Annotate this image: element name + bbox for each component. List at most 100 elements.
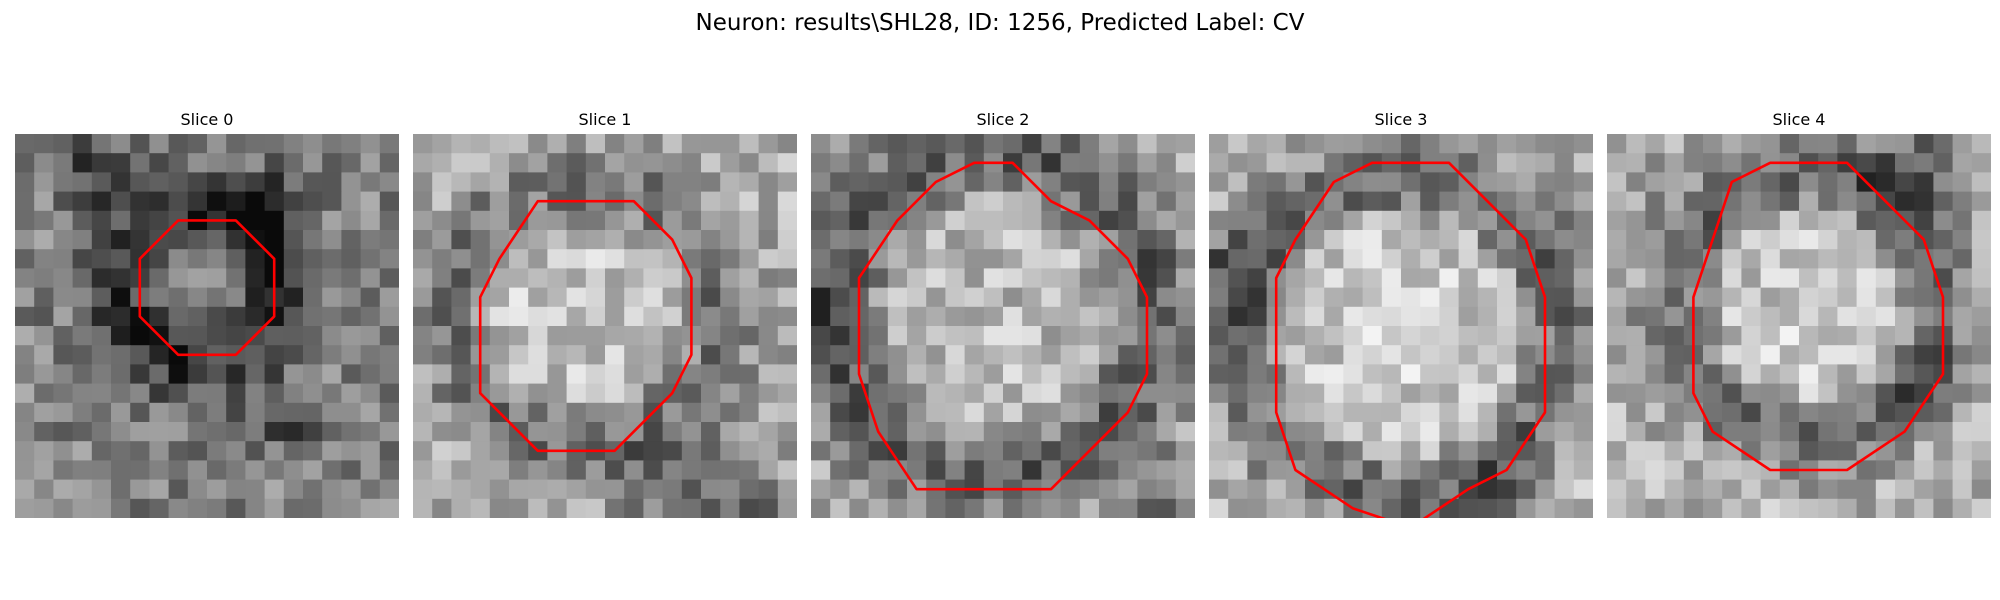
- pixel: [489, 345, 510, 365]
- slice-image-2: [811, 134, 1195, 518]
- pixel: [1554, 153, 1575, 173]
- pixel: [1779, 441, 1800, 461]
- pixel: [1818, 306, 1838, 327]
- pixel: [1247, 402, 1267, 423]
- pixel: [1683, 134, 1704, 154]
- pixel: [1266, 153, 1287, 173]
- pixel: [1607, 498, 1627, 518]
- pixel: [34, 306, 54, 327]
- pixel: [887, 306, 908, 327]
- pixel: [379, 134, 399, 154]
- pixel: [1439, 441, 1459, 461]
- pixel: [1458, 364, 1479, 384]
- pixel: [1247, 345, 1267, 365]
- pixel: [15, 191, 35, 212]
- pixel: [283, 230, 304, 250]
- pixel: [1099, 326, 1119, 346]
- pixel: [1228, 249, 1248, 269]
- pixel: [1664, 191, 1685, 212]
- pixel: [1022, 422, 1042, 442]
- slice-panel-4: Slice 4: [1607, 108, 1991, 518]
- pixel: [926, 210, 946, 231]
- pixel: [528, 153, 548, 173]
- pixel: [1079, 230, 1100, 250]
- pixel: [1497, 153, 1517, 173]
- pixel: [1079, 460, 1100, 480]
- pixel: [1497, 287, 1517, 308]
- pixel: [1664, 210, 1685, 231]
- pixel: [207, 460, 227, 480]
- pixel: [432, 230, 452, 250]
- pixel: [681, 383, 702, 404]
- pixel: [1818, 230, 1838, 250]
- pixel: [149, 134, 169, 154]
- pixel: [1381, 210, 1402, 231]
- pixel: [1760, 268, 1781, 288]
- pixel: [303, 306, 323, 327]
- pixel: [1760, 402, 1781, 423]
- pixel: [1914, 172, 1934, 192]
- pixel: [887, 441, 908, 461]
- pixel: [1535, 153, 1555, 173]
- pixel: [1837, 287, 1857, 308]
- pixel: [1722, 441, 1742, 461]
- pixel: [1477, 364, 1498, 384]
- pixel: [1573, 364, 1593, 384]
- pixel: [566, 422, 587, 442]
- pixel: [1895, 134, 1915, 154]
- pixel: [907, 172, 927, 192]
- pixel: [1741, 383, 1761, 404]
- pixel: [720, 249, 740, 269]
- pixel: [509, 134, 529, 154]
- pixel: [1722, 210, 1742, 231]
- pixel: [1722, 422, 1742, 442]
- pixel: [811, 498, 831, 518]
- pixel: [91, 460, 112, 480]
- pixel: [1285, 134, 1306, 154]
- pixel: [1343, 210, 1363, 231]
- pixel: [1099, 345, 1119, 365]
- pixel: [585, 134, 606, 154]
- pixel: [187, 153, 208, 173]
- pixel: [1799, 422, 1819, 442]
- pixel: [1247, 498, 1267, 518]
- pixel: [1952, 210, 1973, 231]
- pixel: [1799, 441, 1819, 461]
- pixel: [643, 383, 663, 404]
- pixel: [1856, 422, 1877, 442]
- pixel: [111, 364, 131, 384]
- pixel: [72, 479, 93, 500]
- pixel: [643, 249, 663, 269]
- pixel: [624, 210, 644, 231]
- pixel: [451, 210, 471, 231]
- pixel: [168, 326, 189, 346]
- pixel: [15, 249, 35, 269]
- pixel: [187, 383, 208, 404]
- pixel: [1209, 134, 1229, 154]
- pixel: [1760, 306, 1781, 327]
- pixel: [739, 402, 759, 423]
- pixel: [1516, 306, 1536, 327]
- pixel: [1760, 287, 1781, 308]
- pixel: [489, 383, 510, 404]
- pixel: [207, 383, 227, 404]
- pixel: [585, 230, 606, 250]
- pixel: [811, 345, 831, 365]
- pixel: [681, 460, 702, 480]
- pixel: [187, 422, 208, 442]
- pixel: [1683, 153, 1704, 173]
- pixel: [1818, 402, 1838, 423]
- pixel: [379, 345, 399, 365]
- pixel: [1837, 230, 1857, 250]
- pixel: [585, 345, 606, 365]
- pixel: [547, 345, 567, 365]
- pixel: [547, 134, 567, 154]
- pixel: [907, 134, 927, 154]
- pixel: [451, 191, 471, 212]
- pixel: [1497, 230, 1517, 250]
- pixel: [1003, 402, 1023, 423]
- pixel: [1875, 230, 1896, 250]
- pixel: [528, 134, 548, 154]
- pixel: [360, 364, 381, 384]
- pixel: [1458, 191, 1479, 212]
